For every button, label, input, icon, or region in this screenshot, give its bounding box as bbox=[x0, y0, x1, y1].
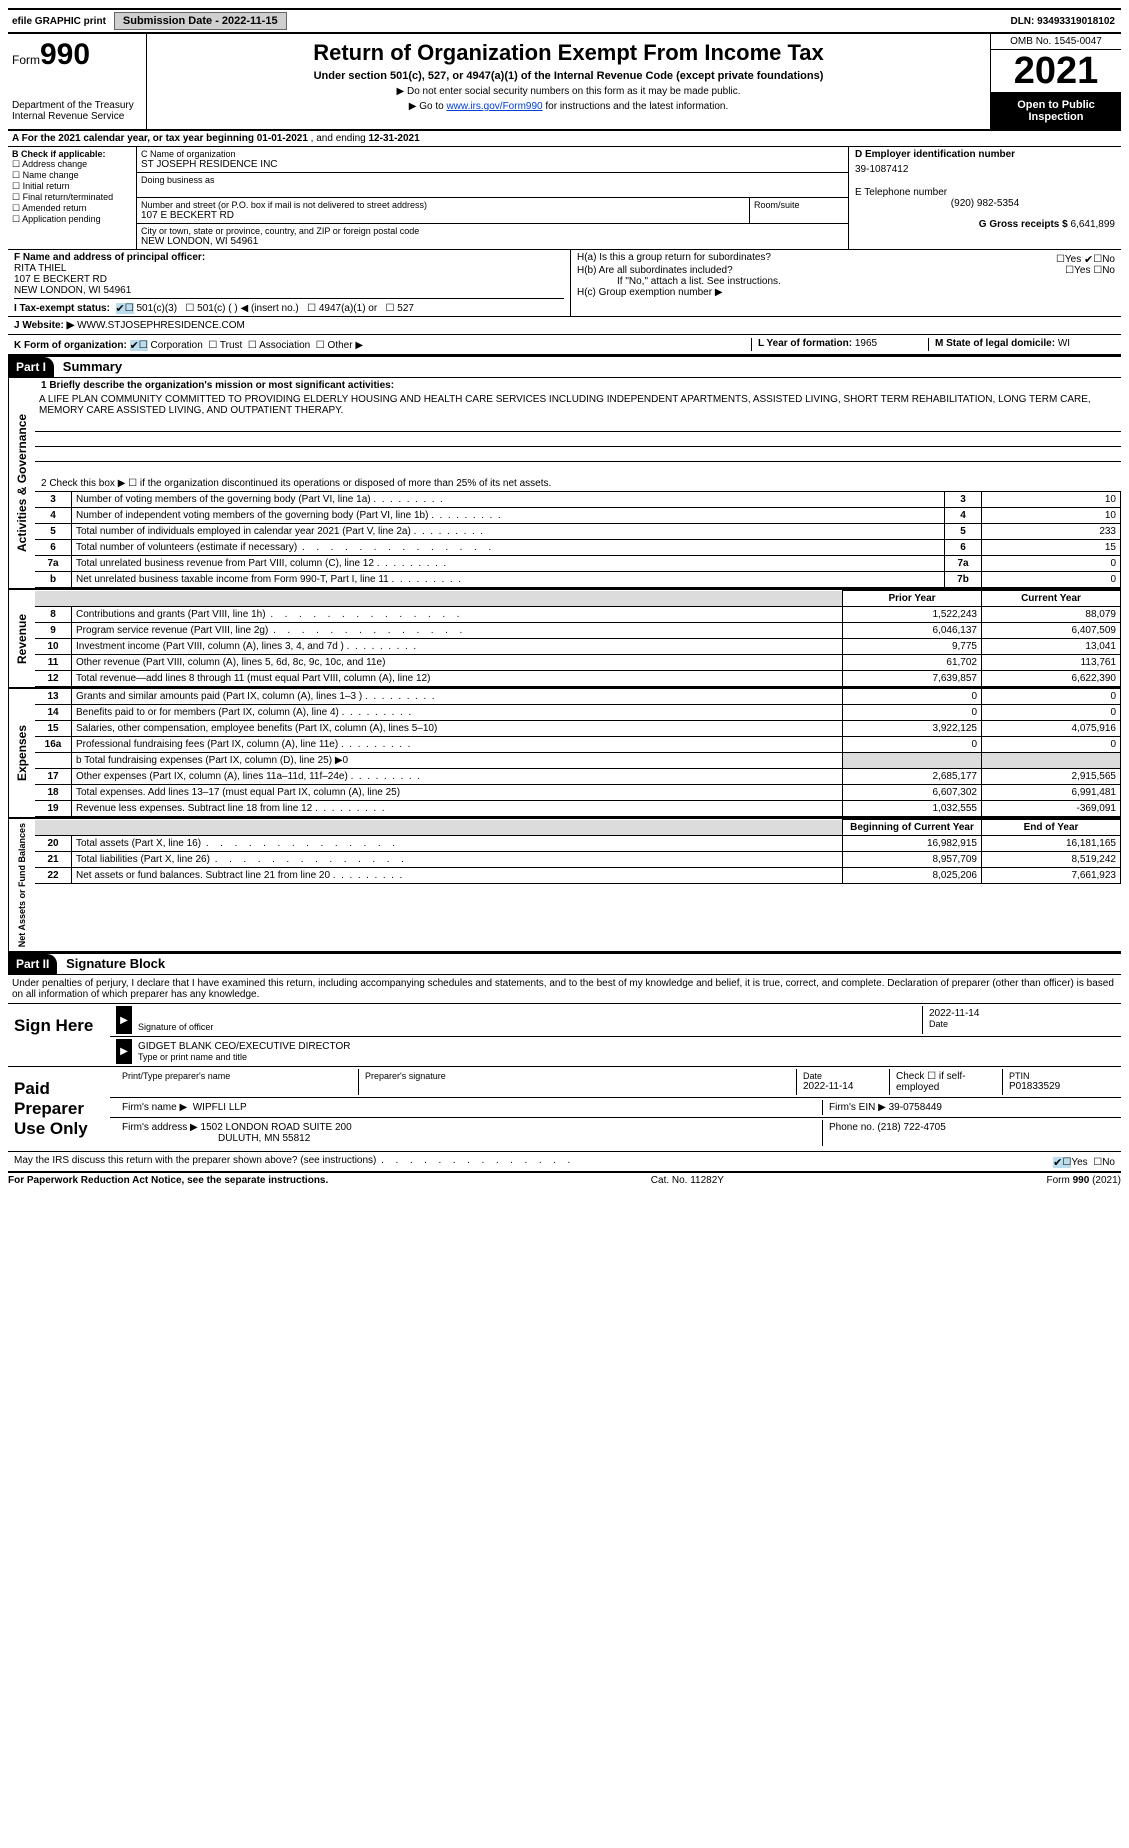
paid-preparer-block: Paid Preparer Use Only Print/Type prepar… bbox=[8, 1067, 1121, 1152]
form-title: Return of Organization Exempt From Incom… bbox=[151, 40, 986, 66]
row-a-period: A For the 2021 calendar year, or tax yea… bbox=[8, 131, 1121, 147]
submission-date-button[interactable]: Submission Date - 2022-11-15 bbox=[114, 12, 287, 30]
part1-header: Part I Summary bbox=[8, 355, 1121, 378]
side-netassets: Net Assets or Fund Balances bbox=[8, 819, 35, 951]
officer-addr1: 107 E BECKERT RD bbox=[14, 274, 107, 285]
page-footer: For Paperwork Reduction Act Notice, see … bbox=[8, 1172, 1121, 1186]
block-fh: F Name and address of principal officer:… bbox=[8, 250, 1121, 317]
mission-text: A LIFE PLAN COMMUNITY COMMITTED TO PROVI… bbox=[35, 393, 1121, 417]
block-bcdeg: B Check if applicable: ☐ Address change … bbox=[8, 147, 1121, 250]
side-revenue: Revenue bbox=[8, 590, 35, 687]
city-label: City or town, state or province, country… bbox=[141, 226, 844, 236]
room-label: Room/suite bbox=[754, 200, 844, 210]
officer-name: RITA THIEL bbox=[14, 263, 66, 274]
hc-label: H(c) Group exemption number ▶ bbox=[577, 287, 1115, 298]
row-j: J Website: ▶ WWW.STJOSEPHRESIDENCE.COM bbox=[8, 317, 1121, 335]
officer-addr2: NEW LONDON, WI 54961 bbox=[14, 285, 131, 296]
city-value: NEW LONDON, WI 54961 bbox=[141, 236, 844, 247]
irs-label: Internal Revenue Service bbox=[12, 111, 142, 122]
f-label: F Name and address of principal officer: bbox=[14, 252, 205, 263]
side-governance: Activities & Governance bbox=[8, 378, 35, 588]
ein-value: 39-1087412 bbox=[855, 164, 1115, 175]
ssn-note: ▶ Do not enter social security numbers o… bbox=[151, 86, 986, 97]
gross-receipts: 6,641,899 bbox=[1071, 219, 1116, 230]
row-klm: K Form of organization: ☐ Corporation ☐ … bbox=[8, 335, 1121, 355]
street-value: 107 E BECKERT RD bbox=[141, 210, 745, 221]
instructions-link[interactable]: www.irs.gov/Form990 bbox=[446, 101, 542, 112]
hb-note: If "No," attach a list. See instructions… bbox=[577, 276, 1115, 287]
form-header: Form990 Department of the Treasury Inter… bbox=[8, 34, 1121, 131]
line1-label: 1 Briefly describe the organization's mi… bbox=[41, 380, 394, 391]
street-label: Number and street (or P.O. box if mail i… bbox=[141, 200, 745, 210]
dba-label: Doing business as bbox=[141, 175, 215, 185]
form-subtitle: Under section 501(c), 527, or 4947(a)(1)… bbox=[151, 70, 986, 82]
row-i: I Tax-exempt status: ☐ 501(c)(3) ☐ 501(c… bbox=[14, 298, 564, 314]
org-name: ST JOSEPH RESIDENCE INC bbox=[141, 159, 844, 170]
declaration-text: Under penalties of perjury, I declare th… bbox=[8, 975, 1121, 1004]
open-public-badge: Open to Public Inspection bbox=[991, 93, 1121, 129]
omb-number: OMB No. 1545-0047 bbox=[991, 34, 1121, 50]
discuss-row: May the IRS discuss this return with the… bbox=[8, 1152, 1121, 1172]
phone-value: (920) 982-5354 bbox=[855, 198, 1115, 209]
e-label: E Telephone number bbox=[855, 187, 1115, 198]
instructions-note: ▶ Go to www.irs.gov/Form990 for instruct… bbox=[151, 101, 986, 112]
form-number: Form990 bbox=[12, 38, 142, 72]
tax-year: 2021 bbox=[991, 50, 1121, 93]
col-b-checkboxes: B Check if applicable: ☐ Address change … bbox=[8, 147, 137, 249]
arrow-icon bbox=[116, 1039, 132, 1064]
top-bar: efile GRAPHIC print Submission Date - 20… bbox=[8, 8, 1121, 34]
c-name-label: C Name of organization bbox=[141, 149, 844, 159]
line2: 2 Check this box ▶ ☐ if the organization… bbox=[35, 476, 1121, 491]
arrow-icon bbox=[116, 1006, 132, 1034]
side-expenses: Expenses bbox=[8, 689, 35, 817]
part2-header: Part II Signature Block bbox=[8, 952, 1121, 975]
g-label: G Gross receipts $ bbox=[979, 219, 1068, 230]
efile-label: efile GRAPHIC print bbox=[8, 16, 110, 27]
sign-here-block: Sign Here Signature of officer 2022-11-1… bbox=[8, 1004, 1121, 1067]
d-label: D Employer identification number bbox=[855, 149, 1015, 160]
hb-label: H(b) Are all subordinates included? bbox=[577, 265, 1065, 276]
website-value: WWW.STJOSEPHRESIDENCE.COM bbox=[77, 320, 245, 331]
dept-label: Department of the Treasury bbox=[12, 100, 142, 111]
ha-label: H(a) Is this a group return for subordin… bbox=[577, 252, 1056, 265]
dln-label: DLN: 93493319018102 bbox=[1010, 16, 1121, 27]
